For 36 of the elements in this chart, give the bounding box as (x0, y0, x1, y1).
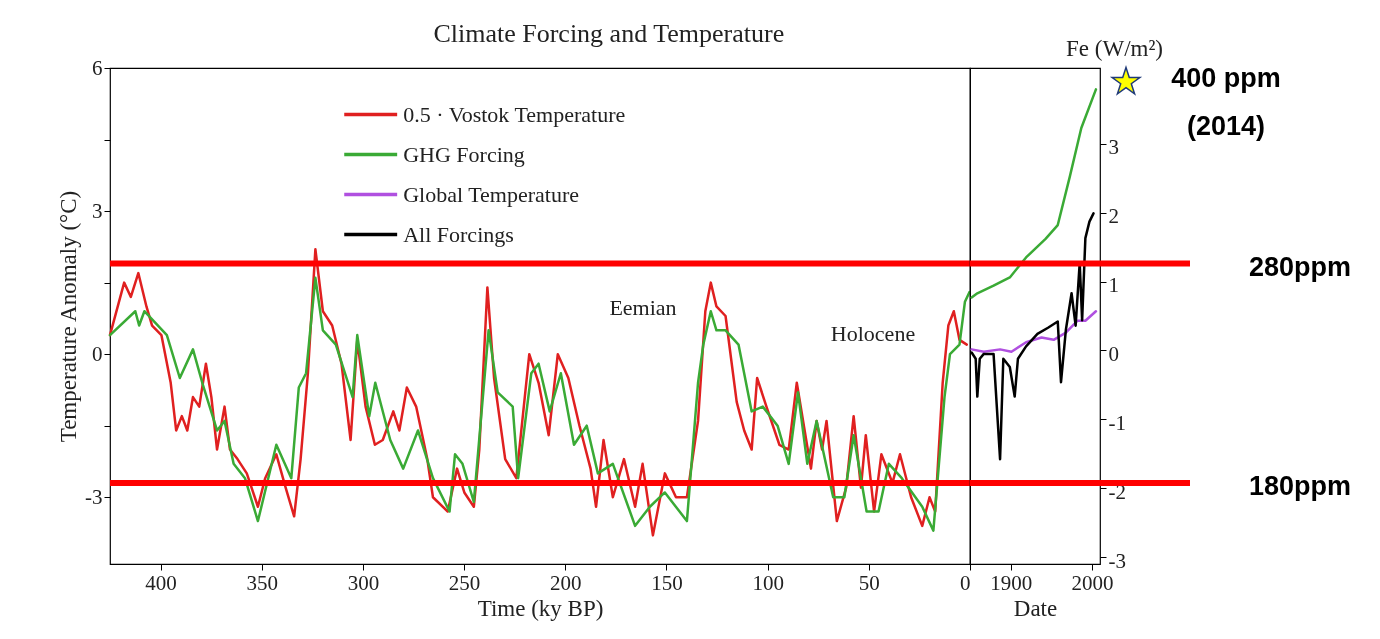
x-tick-label: 1900 (990, 570, 1033, 595)
x-axis-title: Time (ky BP) (477, 595, 604, 621)
text: 400 ppm (2014) (1171, 63, 1281, 141)
y2-tick-label: -3 (1108, 548, 1126, 573)
y2-tick-label: -1 (1108, 410, 1126, 435)
y2-tick-label: 2 (1108, 204, 1119, 229)
x-tick-label: 400 (145, 570, 177, 595)
y2-tick-label: 1 (1108, 273, 1119, 298)
ref-line-label: 180ppm (1248, 470, 1352, 501)
x-tick-label: 300 (347, 570, 380, 595)
y-tick-label: 6 (92, 55, 103, 80)
legend-label: GHG Forcing (403, 141, 525, 167)
x-tick-label: 0 (960, 570, 971, 595)
x-tick-label: 250 (448, 570, 481, 595)
chart-title: Climate Forcing and Temperature (433, 19, 785, 48)
ref-line-label: 280ppm (1248, 251, 1352, 282)
text: Global Temperature (403, 181, 580, 207)
x-tick-label: 100 (752, 570, 784, 595)
x-tick-label: 50 (858, 570, 880, 595)
y2-axis-title: Fe (W/m²) (1066, 35, 1163, 61)
y2-tick-label: 0 (1108, 341, 1119, 366)
y-tick-label: 0 (92, 341, 103, 366)
annotation: Holocene (830, 321, 916, 346)
x-tick-label: 200 (550, 570, 582, 595)
text: All Forcings (403, 221, 514, 247)
x-tick-label: 2000 (1071, 570, 1114, 595)
x-tick-label: 350 (246, 570, 279, 595)
y-tick-label: 3 (92, 198, 103, 223)
annotation: Eemian (609, 295, 677, 320)
x-axis-title: Date (1013, 595, 1058, 621)
y2-tick-label: 3 (1108, 135, 1119, 160)
line-series (970, 88, 1098, 299)
y-tick-label: -3 (85, 484, 103, 509)
legend-label: 0.5 · Vostok Temperature (403, 101, 626, 127)
x-tick-label: 150 (651, 570, 683, 595)
y-axis-title: Temperature Anomaly (°C) (56, 190, 82, 443)
